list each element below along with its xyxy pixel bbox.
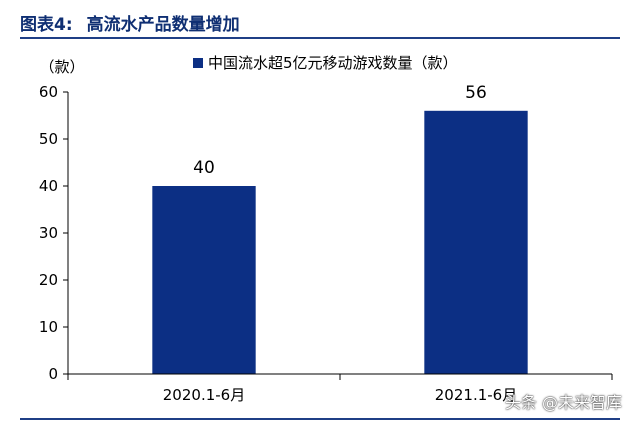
legend-label: 中国流水超5亿元移动游戏数量（款） [208, 54, 458, 72]
y-tick-label: 30 [39, 224, 58, 242]
y-tick-label: 60 [39, 83, 58, 101]
y-axis-title: （款） [39, 58, 84, 76]
legend: 中国流水超5亿元移动游戏数量（款） [193, 54, 458, 72]
bar-data-label: 40 [193, 158, 215, 178]
header-rule [20, 37, 620, 39]
bar [424, 110, 528, 375]
y-tick-label: 10 [39, 318, 58, 336]
figure-title: 高流水产品数量增加 [86, 14, 240, 35]
watermark: 头条 @未来智库 [504, 393, 622, 412]
y-tick-label: 20 [39, 271, 58, 289]
bars: 40 56 [152, 83, 528, 375]
legend-swatch [193, 58, 203, 68]
x-tick-label: 2021.1-6月 [435, 386, 517, 404]
bar-data-label: 56 [465, 83, 487, 103]
figure-label: 图表4: [20, 14, 73, 35]
bar [152, 186, 256, 374]
y-tick-label: 0 [48, 365, 58, 383]
y-tick-label: 40 [39, 177, 58, 195]
y-axis-label-group: （款） [39, 58, 84, 76]
figure-header: 图表4: 高流水产品数量增加 [20, 8, 620, 36]
y-tick-label: 50 [39, 130, 58, 148]
bottom-rule [20, 418, 620, 420]
x-axis: 2020.1-6月 2021.1-6月 [67, 373, 613, 404]
y-axis: 0 10 20 30 40 50 60 [39, 83, 69, 383]
x-tick-label: 2020.1-6月 [163, 386, 245, 404]
